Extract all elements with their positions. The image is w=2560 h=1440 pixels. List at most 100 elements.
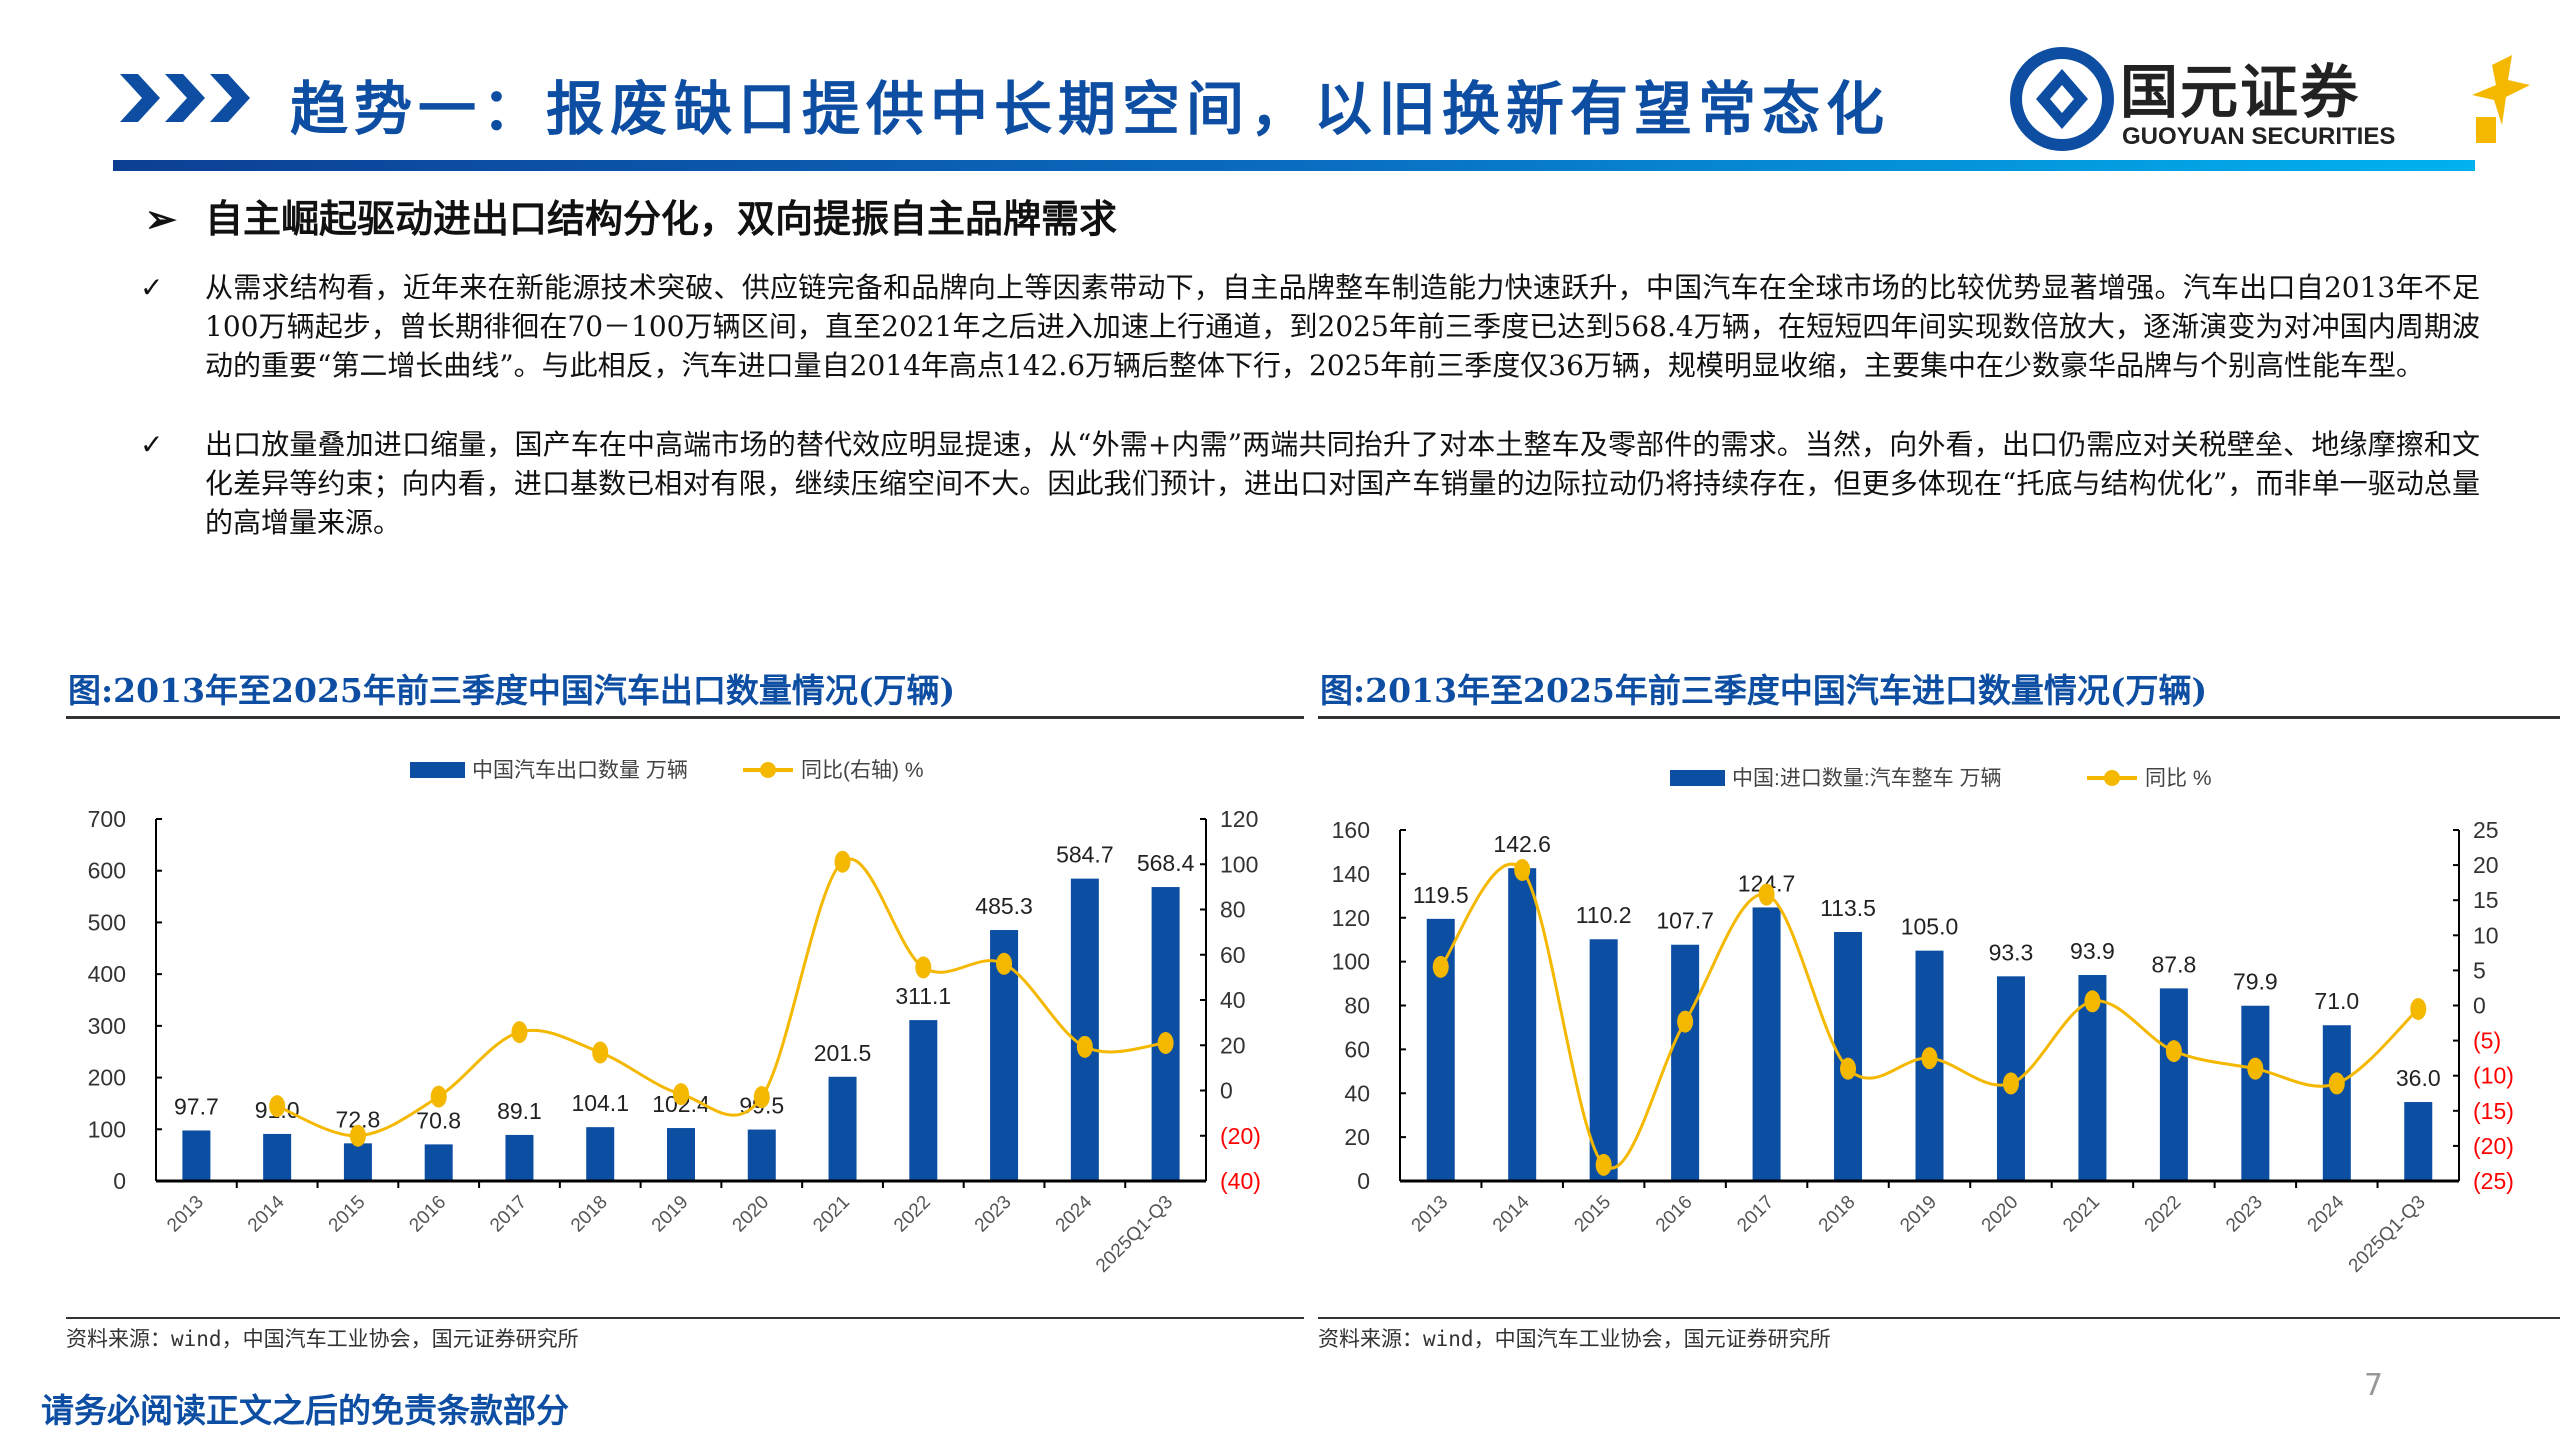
x-axis-tick-label: 2016	[405, 1192, 450, 1237]
yoy-marker	[1157, 1031, 1174, 1054]
x-axis-tick-label: 2023	[2222, 1192, 2267, 1237]
import-chart: 中国:进口数量:汽车整车 万辆 同比 %020406080100120140160…	[1332, 767, 2514, 1277]
legend-bar-label: 中国:进口数量:汽车整车 万辆	[1732, 767, 2002, 790]
bar	[1508, 868, 1537, 1181]
x-axis-tick-label: 2016	[1652, 1192, 1697, 1237]
x-axis-tick-label: 2024	[1052, 1191, 1097, 1236]
bar-data-label: 110.2	[1576, 902, 1632, 928]
legend-line-label: 同比(右轴) %	[801, 759, 924, 782]
right-axis-tick-label: 60	[1220, 942, 1246, 968]
logo-text-cn: 国元证券	[2120, 58, 2361, 126]
bar-data-label: 93.3	[1989, 939, 2034, 965]
yoy-marker	[2002, 1072, 2019, 1095]
right-axis-tick-label: (20)	[1220, 1123, 1261, 1149]
right-axis-tick-label: 100	[1220, 851, 1258, 877]
left-axis-tick-label: 60	[1344, 1036, 1370, 1062]
yoy-marker	[2328, 1072, 2345, 1095]
left-axis-tick-label: 20	[1344, 1124, 1370, 1150]
x-axis-tick-label: 2025Q1-Q3	[1092, 1192, 1177, 1277]
bar	[263, 1133, 292, 1181]
left-axis-tick-label: 0	[1357, 1168, 1370, 1194]
export-chart-title: 图:2013年至2025年前三季度中国汽车出口数量情况(万辆)	[68, 671, 956, 710]
left-axis-tick-label: 400	[88, 961, 126, 987]
left-axis-tick-label: 700	[88, 806, 126, 832]
x-axis-tick-label: 2014	[244, 1191, 289, 1236]
x-axis-tick-label: 2019	[1896, 1192, 1941, 1237]
bar	[2322, 1025, 2351, 1181]
check-icon: ✓	[140, 428, 164, 461]
legend-line-label: 同比 %	[2145, 767, 2212, 790]
subtitle-text: 自主崛起驱动进出口结构分化，双向提振自主品牌需求	[205, 196, 1118, 241]
right-axis-tick-label: (25)	[2473, 1168, 2514, 1194]
yoy-marker	[915, 956, 932, 979]
right-axis-tick-label: 80	[1220, 897, 1246, 923]
bar	[586, 1127, 615, 1181]
x-axis-tick-label: 2023	[971, 1192, 1016, 1237]
right-axis-tick-label: 15	[2473, 887, 2499, 913]
bar-data-label: 105.0	[1901, 914, 1959, 940]
yoy-marker	[349, 1124, 366, 1147]
yoy-marker	[996, 952, 1013, 975]
bar-data-label: 107.7	[1656, 908, 1714, 934]
import-chart-title: 图:2013年至2025年前三季度中国汽车进口数量情况(万辆)	[1320, 671, 2208, 710]
x-axis-tick-label: 2014	[1489, 1191, 1534, 1236]
yoy-marker	[430, 1085, 447, 1108]
bar	[343, 1143, 372, 1181]
yoy-marker	[673, 1083, 689, 1106]
company-logo: 国元证券 GUOYUAN SECURITIES	[2010, 45, 2540, 155]
bar	[828, 1076, 857, 1181]
left-axis-tick-label: 100	[1332, 949, 1370, 975]
x-axis-tick-label: 2017	[1733, 1192, 1778, 1237]
bullet-paragraph: ✓ 从需求结构看，近年来在新能源技术突破、供应链完备和品牌向上等因素带动下，自主…	[140, 268, 2480, 385]
right-axis-tick-label: (20)	[2473, 1133, 2514, 1159]
export-chart-source: 资料来源：wind，中国汽车工业协会，国元证券研究所	[66, 1327, 579, 1351]
yoy-marker	[753, 1086, 770, 1109]
bar-data-label: 79.9	[2233, 969, 2278, 995]
bullet-text: 出口放量叠加进口缩量，国产车在中高端市场的替代效应明显提速，从“外需+内需”两端…	[205, 428, 2480, 539]
bar-data-label: 311.1	[895, 983, 951, 1009]
bar	[505, 1134, 534, 1181]
right-axis-tick-label: 0	[1220, 1078, 1233, 1104]
bar-data-label: 71.0	[2314, 988, 2359, 1014]
bar	[2404, 1102, 2433, 1181]
x-axis-tick-label: 2015	[325, 1192, 370, 1237]
section-subtitle: ➢ 自主崛起驱动进出口结构分化，双向提振自主品牌需求	[145, 188, 1117, 243]
bar-data-label: 93.9	[2070, 938, 2115, 964]
chart-title-rule	[66, 716, 1304, 719]
bar-data-label: 104.1	[571, 1090, 629, 1116]
check-icon: ✓	[140, 271, 164, 304]
bar-data-label: 584.7	[1056, 842, 1114, 868]
yoy-marker	[834, 850, 851, 873]
right-axis-tick-label: 40	[1220, 987, 1246, 1013]
x-axis-tick-label: 2018	[567, 1192, 612, 1237]
bar	[424, 1144, 453, 1181]
bar-data-label: 119.5	[1413, 882, 1469, 908]
left-axis-tick-label: 160	[1332, 817, 1370, 843]
bar	[909, 1020, 938, 1181]
yoy-marker	[1758, 883, 1775, 906]
x-axis-tick-label: 2015	[1570, 1192, 1615, 1237]
right-axis-tick-label: (15)	[2473, 1098, 2514, 1124]
bar	[1752, 907, 1781, 1181]
right-axis-tick-label: 10	[2473, 922, 2499, 948]
yoy-marker	[1076, 1035, 1093, 1058]
bar-data-label: 70.8	[416, 1107, 461, 1133]
right-axis-tick-label: 25	[2473, 817, 2499, 843]
bar	[747, 1129, 776, 1181]
yoy-marker	[1432, 955, 1449, 978]
title-divider	[113, 160, 2475, 171]
import-chart-source: 资料来源：wind，中国汽车工业协会，国元证券研究所	[1318, 1327, 1831, 1351]
yoy-marker	[2165, 1040, 2182, 1063]
yoy-marker	[1840, 1057, 1857, 1080]
left-axis-tick-label: 80	[1344, 993, 1370, 1019]
right-axis-tick-label: 5	[2473, 957, 2486, 983]
bar	[667, 1128, 695, 1181]
x-axis-tick-label: 2020	[1978, 1192, 2023, 1237]
bar-data-label: 142.6	[1493, 831, 1551, 857]
x-axis-tick-label: 2021	[2059, 1192, 2104, 1237]
legend-line-marker	[2104, 770, 2120, 786]
bar-data-label: 113.5	[1820, 895, 1876, 921]
bullet-paragraph: ✓ 出口放量叠加进口缩量，国产车在中高端市场的替代效应明显提速，从“外需+内需”…	[140, 425, 2480, 542]
left-axis-tick-label: 40	[1344, 1080, 1370, 1106]
x-axis-tick-label: 2022	[2141, 1192, 2186, 1237]
